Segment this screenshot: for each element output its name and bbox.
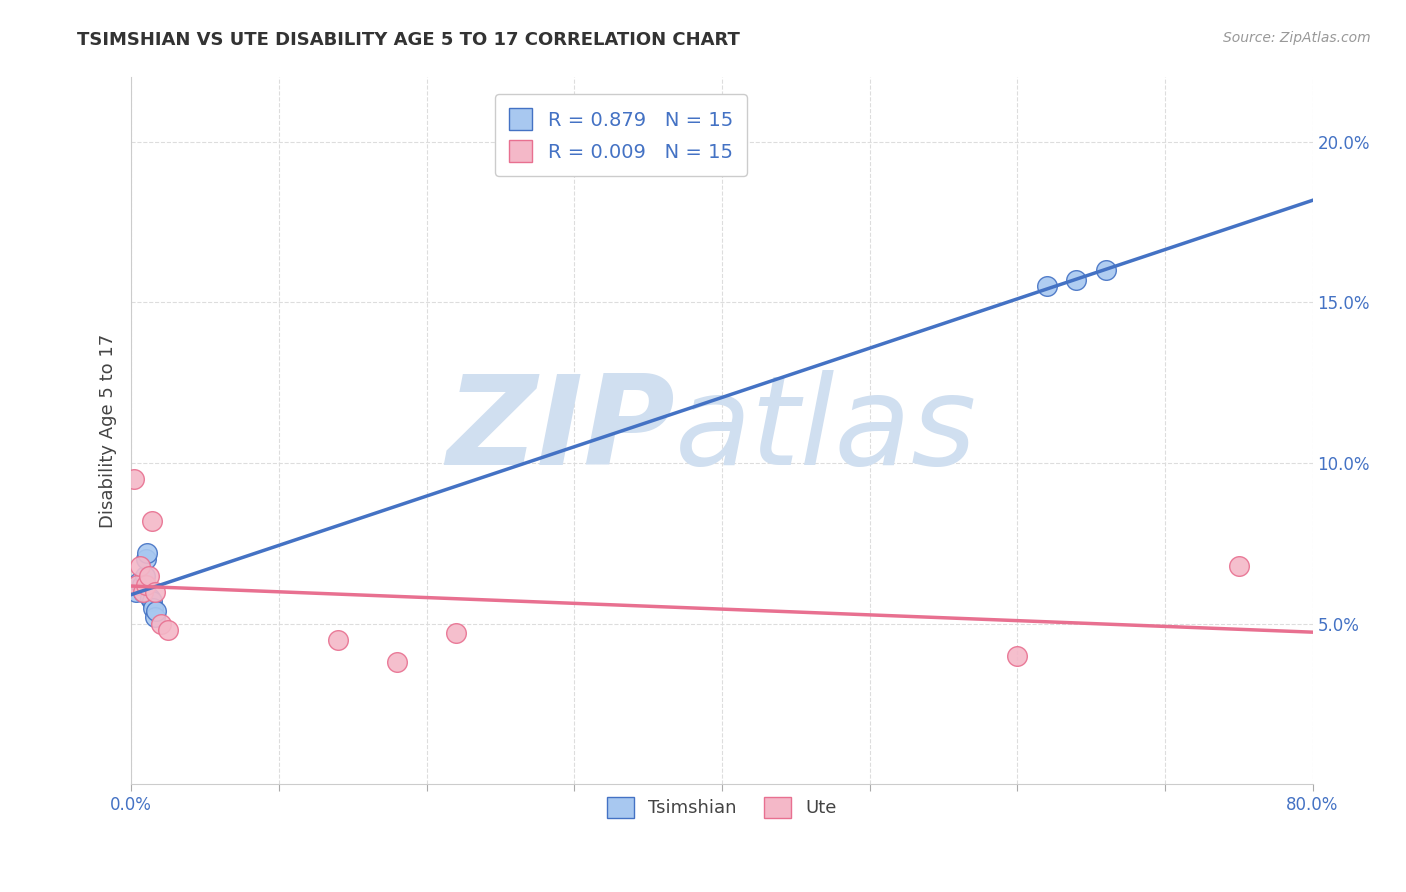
Text: ZIP: ZIP xyxy=(446,370,675,491)
Point xyxy=(1227,558,1250,573)
Legend: Tsimshian, Ute: Tsimshian, Ute xyxy=(600,789,844,825)
Point xyxy=(143,584,166,599)
Point xyxy=(385,656,408,670)
Point xyxy=(139,591,162,605)
Point xyxy=(141,594,163,608)
Point xyxy=(124,584,146,599)
Point xyxy=(1095,263,1118,277)
Point xyxy=(143,610,166,624)
Point xyxy=(127,578,149,592)
Y-axis label: Disability Age 5 to 17: Disability Age 5 to 17 xyxy=(100,334,117,528)
Point xyxy=(145,604,167,618)
Point xyxy=(1064,273,1087,287)
Point xyxy=(131,578,153,592)
Point xyxy=(122,472,145,486)
Text: TSIMSHIAN VS UTE DISABILITY AGE 5 TO 17 CORRELATION CHART: TSIMSHIAN VS UTE DISABILITY AGE 5 TO 17 … xyxy=(77,31,740,49)
Point xyxy=(1035,279,1057,293)
Point xyxy=(141,514,163,528)
Point xyxy=(128,574,150,589)
Point xyxy=(149,616,172,631)
Point xyxy=(136,546,159,560)
Point xyxy=(129,558,152,573)
Point xyxy=(134,568,156,582)
Text: atlas: atlas xyxy=(675,370,977,491)
Point xyxy=(135,552,157,566)
Point xyxy=(138,568,160,582)
Point xyxy=(444,626,467,640)
Point xyxy=(132,584,155,599)
Text: Source: ZipAtlas.com: Source: ZipAtlas.com xyxy=(1223,31,1371,45)
Point xyxy=(142,600,165,615)
Point xyxy=(135,578,157,592)
Point xyxy=(157,623,180,637)
Point xyxy=(132,584,155,599)
Point xyxy=(326,632,349,647)
Point xyxy=(1005,648,1028,663)
